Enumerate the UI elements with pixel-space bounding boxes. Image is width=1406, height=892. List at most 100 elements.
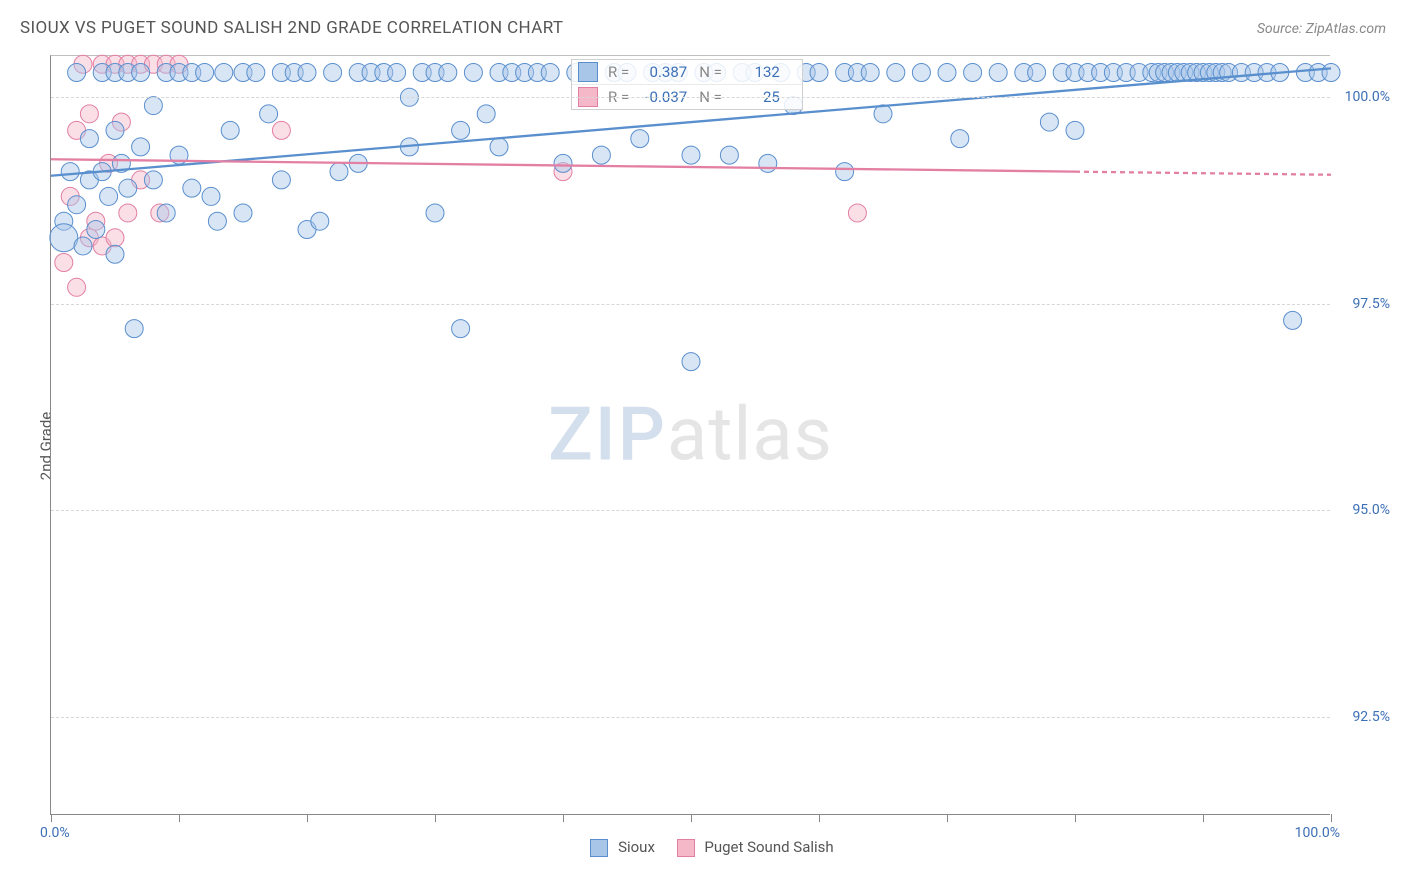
data-point — [55, 254, 73, 272]
x-tick — [1203, 814, 1204, 822]
data-point — [989, 64, 1007, 82]
data-point — [836, 163, 854, 181]
data-point — [119, 179, 137, 197]
data-point — [100, 187, 118, 205]
data-point — [938, 64, 956, 82]
data-point — [1066, 121, 1084, 139]
data-point — [119, 204, 137, 222]
gridline — [51, 510, 1330, 511]
data-point — [951, 130, 969, 148]
gridline — [51, 304, 1330, 305]
data-point — [1028, 64, 1046, 82]
data-point — [106, 229, 124, 247]
x-tick — [947, 814, 948, 822]
data-point — [221, 121, 239, 139]
data-point — [682, 353, 700, 371]
x-tick — [1075, 814, 1076, 822]
data-point — [1040, 113, 1058, 131]
data-point — [132, 138, 150, 156]
x-tick — [563, 814, 564, 822]
data-point — [157, 204, 175, 222]
stats-row-series1: R = 0.387 N = 132 — [572, 60, 802, 85]
data-point — [247, 64, 265, 82]
data-point — [452, 320, 470, 338]
data-point — [912, 64, 930, 82]
data-point — [439, 64, 457, 82]
data-point — [68, 196, 86, 214]
y-tick-label: 97.5% — [1338, 296, 1390, 312]
data-point — [144, 171, 162, 189]
bottom-legend: Sioux Puget Sound Salish — [0, 838, 1406, 857]
data-point — [848, 204, 866, 222]
data-point — [388, 64, 406, 82]
data-point — [554, 154, 572, 172]
stats-n-label: N = — [699, 63, 722, 81]
stats-r-label: R = — [608, 63, 629, 81]
data-point — [260, 105, 278, 123]
data-point — [87, 220, 105, 238]
trend-line — [1075, 172, 1331, 175]
data-point — [68, 278, 86, 296]
data-point — [125, 320, 143, 338]
stats-n-value-series1: 132 — [726, 63, 780, 81]
chart-svg — [51, 56, 1330, 814]
data-point — [759, 154, 777, 172]
y-tick-label: 100.0% — [1338, 89, 1390, 105]
data-point — [592, 146, 610, 164]
source-attribution: Source: ZipAtlas.com — [1257, 21, 1386, 37]
data-point — [196, 64, 214, 82]
data-point — [298, 64, 316, 82]
data-point — [861, 64, 879, 82]
data-point — [1284, 311, 1302, 329]
data-point — [330, 163, 348, 181]
data-point — [106, 121, 124, 139]
data-point — [80, 130, 98, 148]
data-point — [1322, 64, 1340, 82]
plot-area: ZIPatlas R = 0.387 N = 132 R = -0.037 N … — [50, 55, 1330, 815]
data-point — [234, 204, 252, 222]
data-point — [464, 64, 482, 82]
data-point — [132, 64, 150, 82]
data-point — [202, 187, 220, 205]
data-point — [208, 212, 226, 230]
data-point — [720, 146, 738, 164]
x-tick — [1331, 814, 1332, 822]
gridline — [51, 97, 1330, 98]
data-point — [215, 64, 233, 82]
data-point — [541, 64, 559, 82]
x-tick — [179, 814, 180, 822]
legend-swatch-series1 — [590, 839, 608, 857]
legend-label-series2: Puget Sound Salish — [704, 838, 833, 856]
data-point — [810, 64, 828, 82]
data-point — [61, 163, 79, 181]
data-point — [68, 64, 86, 82]
data-point — [426, 204, 444, 222]
data-point — [324, 64, 342, 82]
stats-r-value-series1: 0.387 — [633, 63, 687, 81]
data-point — [80, 105, 98, 123]
data-point — [452, 121, 470, 139]
header: SIOUX VS PUGET SOUND SALISH 2ND GRADE CO… — [20, 18, 1386, 38]
legend-swatch-series2 — [677, 839, 695, 857]
data-point — [887, 64, 905, 82]
data-point — [682, 146, 700, 164]
y-tick-label: 95.0% — [1338, 502, 1390, 518]
data-point — [106, 245, 124, 263]
data-point — [272, 121, 290, 139]
x-tick — [51, 814, 52, 822]
stats-swatch-series1 — [578, 62, 598, 82]
stats-legend-box: R = 0.387 N = 132 R = -0.037 N = 25 — [571, 59, 803, 110]
data-point — [74, 237, 92, 255]
data-point — [272, 171, 290, 189]
data-point — [183, 179, 201, 197]
data-point — [477, 105, 495, 123]
data-point — [311, 212, 329, 230]
data-point — [490, 138, 508, 156]
x-tick — [307, 814, 308, 822]
data-point — [50, 224, 78, 252]
data-point — [631, 130, 649, 148]
data-point — [964, 64, 982, 82]
x-tick — [435, 814, 436, 822]
y-tick-label: 92.5% — [1338, 709, 1390, 725]
x-tick — [691, 814, 692, 822]
